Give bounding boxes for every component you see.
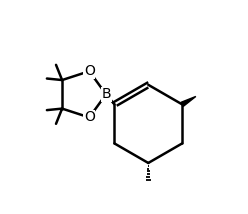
Text: B: B — [101, 87, 111, 101]
Polygon shape — [181, 97, 196, 106]
Text: O: O — [84, 110, 95, 124]
Text: O: O — [84, 64, 95, 78]
